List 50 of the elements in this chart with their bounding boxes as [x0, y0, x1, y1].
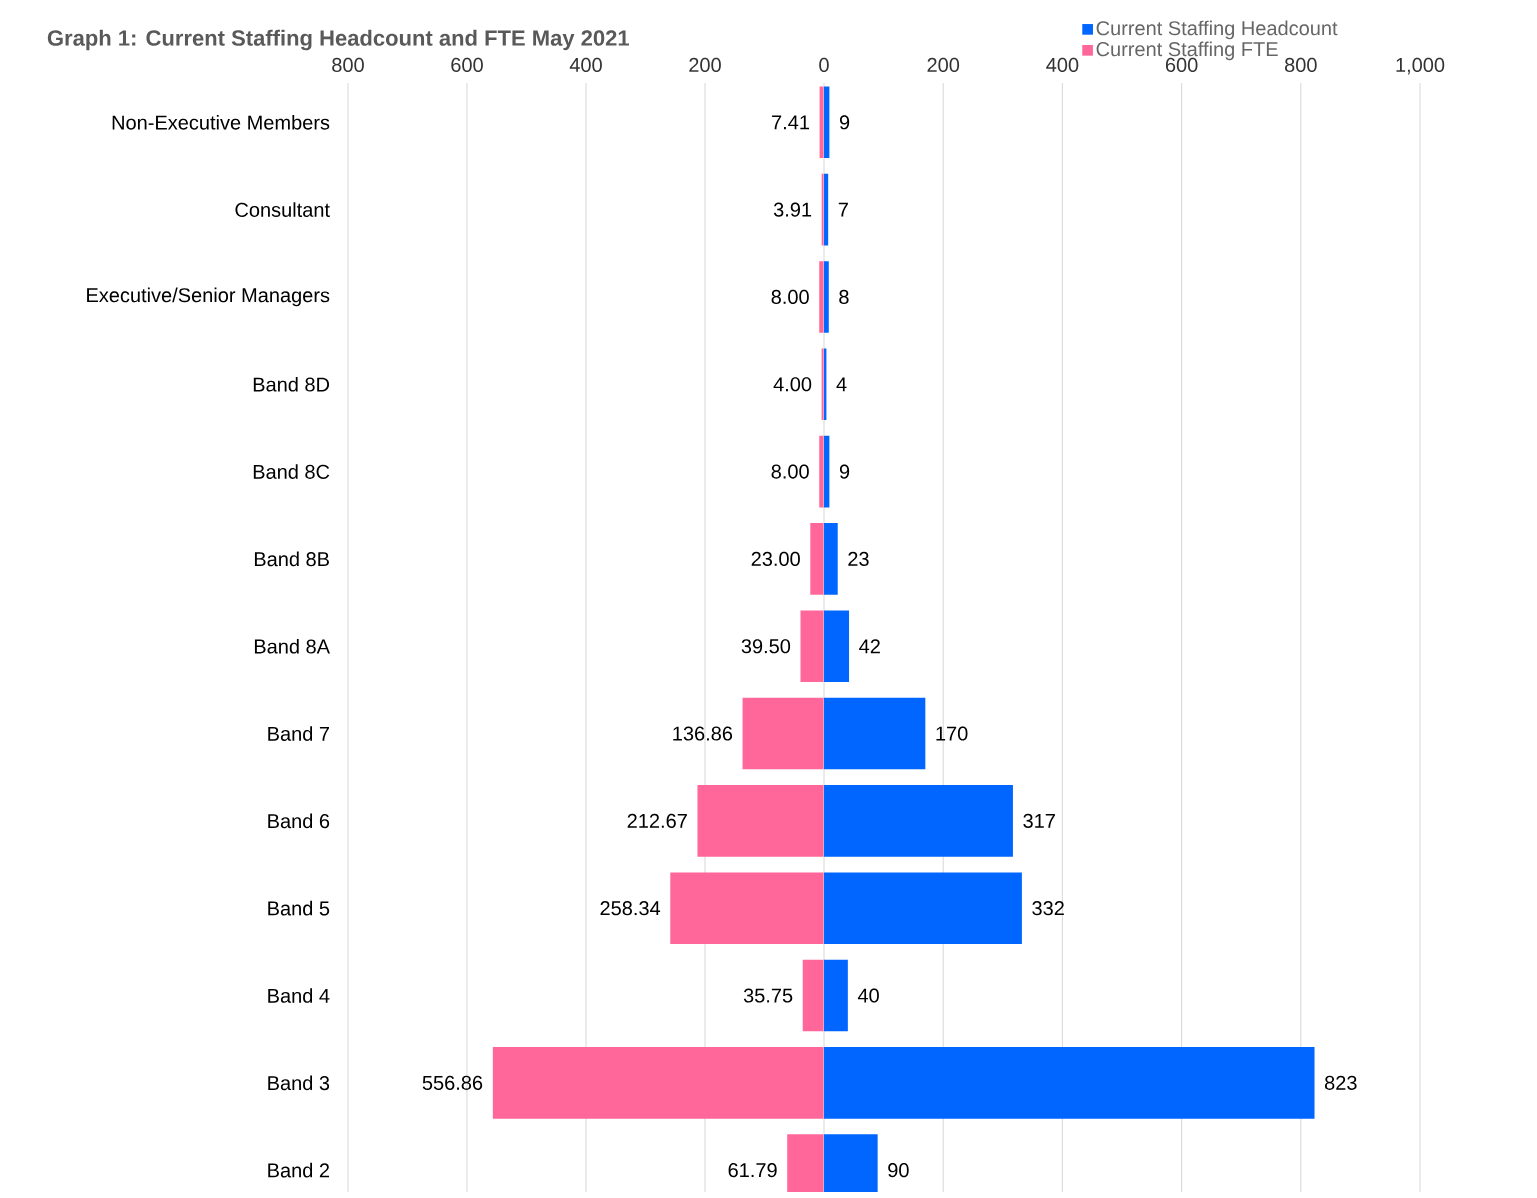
data-label: 40 [857, 988, 879, 1003]
data-label: 9 [839, 464, 850, 479]
y-tick-label: Band 8A [254, 638, 330, 654]
data-label: 35.75 [743, 988, 793, 1003]
data-label: 39.50 [741, 639, 791, 654]
y-tick-label: Band 2 [268, 1162, 330, 1178]
x-tick-label: 800 [1285, 57, 1317, 73]
data-label: 23.00 [751, 551, 800, 566]
data-label: 170 [936, 726, 968, 741]
y-tick-label: Band 3 [268, 1075, 330, 1091]
y-tick-label: Non-Executive Members [112, 114, 330, 130]
data-label: 23 [848, 551, 869, 566]
chart-title: Graph 1: Current Staffing Headcount and FTE May 2021 [47, 29, 629, 51]
data-label: 332 [1032, 901, 1064, 916]
data-label: 4.00 [773, 377, 812, 392]
y-tick-label: Band 4 [268, 988, 330, 1003]
x-tick-label: 400 [569, 57, 602, 73]
data-label: 258.34 [600, 901, 661, 916]
data-label: 136.86 [673, 726, 733, 741]
x-tick-label: 0 [819, 57, 829, 73]
y-tick-label: Band 8B [254, 551, 329, 567]
data-label: 212.67 [627, 813, 687, 828]
data-label: 317 [1023, 813, 1055, 828]
x-tick-label: 800 [332, 57, 364, 73]
data-label: 4 [836, 377, 847, 392]
x-tick-label: 1,000 [1396, 57, 1445, 75]
x-tick-label: 600 [451, 57, 483, 73]
data-label: 556.86 [422, 1075, 483, 1090]
data-label: 42 [859, 639, 880, 654]
y-tick-label: Band 6 [268, 813, 330, 829]
data-label: 90 [888, 1163, 909, 1178]
data-label: 8.00 [771, 464, 809, 479]
data-label: 7 [838, 202, 848, 217]
y-tick-label: Band 8D [253, 376, 330, 392]
x-tick-label: 200 [927, 57, 960, 73]
y-tick-label: Consultant [235, 202, 330, 217]
x-tick-label: 400 [1046, 57, 1079, 73]
data-label: 3.91 [773, 202, 812, 217]
y-tick-label: Band 5 [268, 900, 330, 916]
x-tick-label: 200 [689, 57, 721, 73]
data-label: 61.79 [728, 1163, 777, 1178]
y-tick-label: Executive/Senior Managers [87, 287, 330, 307]
legend-label: Current Staffing Headcount [1096, 20, 1338, 40]
data-label: 8 [839, 289, 849, 305]
data-label: 8.00 [771, 289, 809, 305]
y-tick-label: Band 7 [268, 726, 330, 741]
data-label: 7.41 [772, 115, 809, 130]
y-tick-label: Band 8C [253, 464, 330, 479]
data-label: 823 [1325, 1075, 1357, 1090]
data-label: 9 [839, 115, 850, 130]
